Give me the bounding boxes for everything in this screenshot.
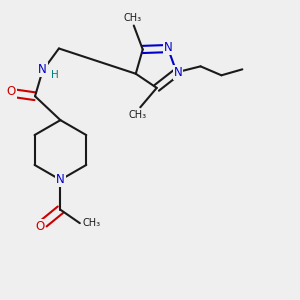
Text: N: N (174, 66, 182, 79)
Text: N: N (56, 173, 65, 186)
Text: N: N (164, 40, 172, 54)
Text: H: H (51, 70, 58, 80)
Text: O: O (7, 85, 16, 98)
Text: CH₃: CH₃ (128, 110, 146, 120)
Text: CH₃: CH₃ (123, 13, 141, 23)
Text: O: O (35, 220, 44, 232)
Text: N: N (38, 63, 47, 76)
Text: CH₃: CH₃ (83, 218, 101, 228)
